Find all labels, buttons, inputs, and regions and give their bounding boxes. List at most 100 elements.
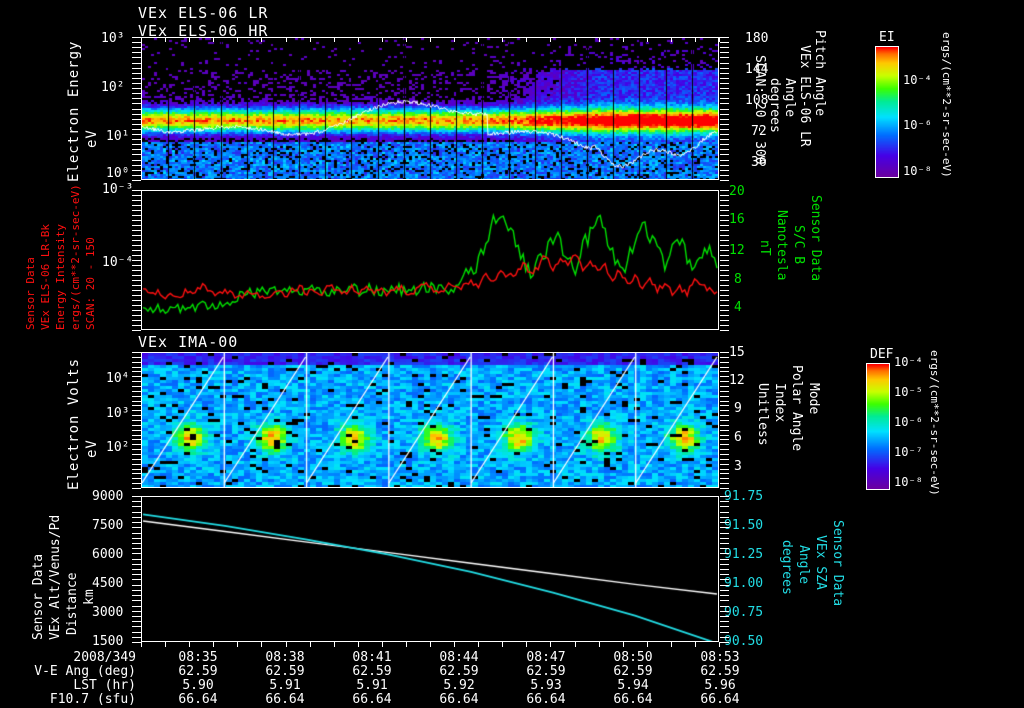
panel3-spectrogram[interactable] (141, 352, 719, 488)
panel3-right-label-2: Index (772, 383, 787, 423)
panel1-right-minor-ticks (720, 154, 729, 156)
panel3-left-minor-ticks (132, 381, 141, 383)
panel4-right-minor-ticks (720, 574, 729, 576)
panel1-left-minor-ticks (132, 154, 141, 156)
f107-row-cell: 66.64 (526, 692, 566, 707)
panel1-top-ticks (502, 37, 504, 42)
panel3-left-minor-ticks (132, 415, 141, 417)
lst-row-cell: 5.92 (443, 678, 475, 693)
panel2-right-minor-ticks (720, 235, 729, 236)
panel3-left-minor-ticks (132, 356, 141, 358)
panel4-right-minor-ticks (720, 553, 729, 555)
panel1-left-minor-ticks (132, 42, 141, 44)
panel4-left-minor-ticks (132, 589, 141, 591)
panel2-rtick-0: 20 (729, 184, 745, 199)
panel2-right-minor-ticks (720, 230, 729, 231)
panel1-top-ticks (478, 37, 480, 42)
panel1-right-minor-ticks (720, 82, 729, 84)
panel4-rtick-3: 91.00 (724, 576, 764, 591)
panel3-right-minor-ticks (720, 483, 729, 485)
panel1-title-hr: VEx ELS-06 HR (138, 22, 269, 40)
panel1-left-minor-ticks (132, 72, 141, 74)
panel4-rtick-0: 91.75 (724, 489, 764, 504)
panel2-left-minor-ticks (132, 205, 141, 206)
panel3-left-minor-ticks (132, 386, 141, 387)
panel2-right-label-2: Nanotesla (774, 210, 789, 281)
time-row-cell: 08:50 (613, 650, 653, 665)
panel2-right-minor-ticks (720, 265, 729, 266)
lst-row-cell: 5.90 (182, 678, 214, 693)
panel1-top-ticks (357, 37, 359, 42)
panel4-time-ticks (141, 642, 142, 647)
panel2-right-minor-ticks (720, 215, 729, 216)
panel4-right-minor-ticks (720, 532, 729, 534)
panel2-right-minor-ticks (720, 210, 729, 211)
panel2-right-minor-ticks (720, 195, 729, 196)
panel4-left-minor-ticks (132, 569, 141, 570)
panel1-top-ticks (526, 37, 528, 42)
panel1-right-minor-ticks (720, 149, 729, 151)
time-row-cell: 08:47 (526, 650, 566, 665)
panel4-right-minor-ticks (720, 636, 729, 638)
panel4-timeseries[interactable] (141, 496, 719, 642)
panel3-right-label-0: Mode (806, 383, 821, 415)
panel3-right-minor-ticks (720, 429, 729, 431)
panel2-left-label-2: Energy Intensity (54, 224, 67, 330)
panel3-right-minor-ticks (720, 371, 729, 373)
panel4-left-label-1: VEx Alt/Venus/Pd (48, 514, 63, 640)
panel1-right-minor-ticks (720, 67, 729, 69)
panel3-left-minor-ticks (132, 424, 141, 426)
colorbar2-tick-0: 10⁻⁴ (894, 355, 923, 369)
panel2-right-minor-ticks (720, 280, 729, 281)
panel3-right-minor-ticks (720, 361, 729, 363)
panel3-right-minor-ticks (720, 473, 729, 475)
panel4-time-ticks (261, 642, 263, 647)
panel3-left-minor-ticks (132, 371, 141, 373)
panel3-left-minor-ticks (132, 366, 141, 368)
panel2-right-minor-ticks (720, 225, 729, 226)
panel2-rtick-4: 4 (734, 300, 742, 315)
panel3-right-minor-ticks (720, 424, 729, 426)
panel4-right-minor-ticks (720, 511, 729, 513)
panel1-left-axis-unit: eV (84, 129, 100, 148)
time-row-cell: 08:38 (265, 650, 305, 665)
panel1-top-ticks (141, 37, 142, 42)
panel4-left-minor-ticks (132, 527, 141, 529)
panel4-left-minor-ticks (132, 642, 141, 643)
panel2-right-label-1: S/C B (791, 225, 806, 265)
panel2-right-minor-ticks (720, 245, 729, 246)
panel2-right-minor-ticks (720, 285, 729, 286)
panel2-left-minor-ticks (132, 200, 141, 201)
panel3-left-minor-ticks (132, 468, 141, 470)
panel2-ytick-0: 10⁻³ (102, 182, 134, 197)
panel1-left-minor-ticks (132, 108, 141, 110)
panel1-rtick-1: 144 (745, 62, 769, 77)
panel1-right-minor-ticks (720, 128, 729, 130)
panel2-timeseries[interactable] (141, 190, 719, 330)
panel1-left-minor-ticks (132, 169, 141, 171)
panel2-left-minor-ticks (132, 255, 141, 256)
panel1-ytick-1: 10² (101, 80, 125, 95)
panel1-right-minor-ticks (720, 113, 729, 115)
panel2-right-minor-ticks (720, 290, 729, 291)
panel1-top-ticks (381, 37, 383, 42)
panel2-right-minor-ticks (720, 325, 729, 326)
panel1-left-minor-ticks (132, 103, 141, 105)
panel3-left-minor-ticks (132, 434, 141, 436)
colorbar1-gradient (875, 46, 899, 178)
panel2-right-minor-ticks (720, 255, 729, 256)
panel3-right-minor-ticks (720, 478, 729, 480)
panel3-right-minor-ticks (720, 415, 729, 417)
panel2-left-minor-ticks (132, 315, 141, 316)
panel2-right-label-3: nT (757, 240, 772, 256)
panel1-right-minor-ticks (720, 93, 729, 95)
panel4-time-ticks (405, 642, 407, 647)
panel3-right-minor-ticks (720, 405, 729, 407)
panel4-left-minor-ticks (132, 595, 141, 597)
panel1-right-minor-ticks (720, 139, 729, 141)
panel4-right-minor-ticks (720, 563, 729, 565)
panel4-time-ticks (165, 642, 167, 647)
f107-row-cell: 66.64 (352, 692, 392, 707)
panel3-right-label-3: Unitless (755, 383, 770, 446)
panel1-spectrogram[interactable] (141, 37, 719, 180)
